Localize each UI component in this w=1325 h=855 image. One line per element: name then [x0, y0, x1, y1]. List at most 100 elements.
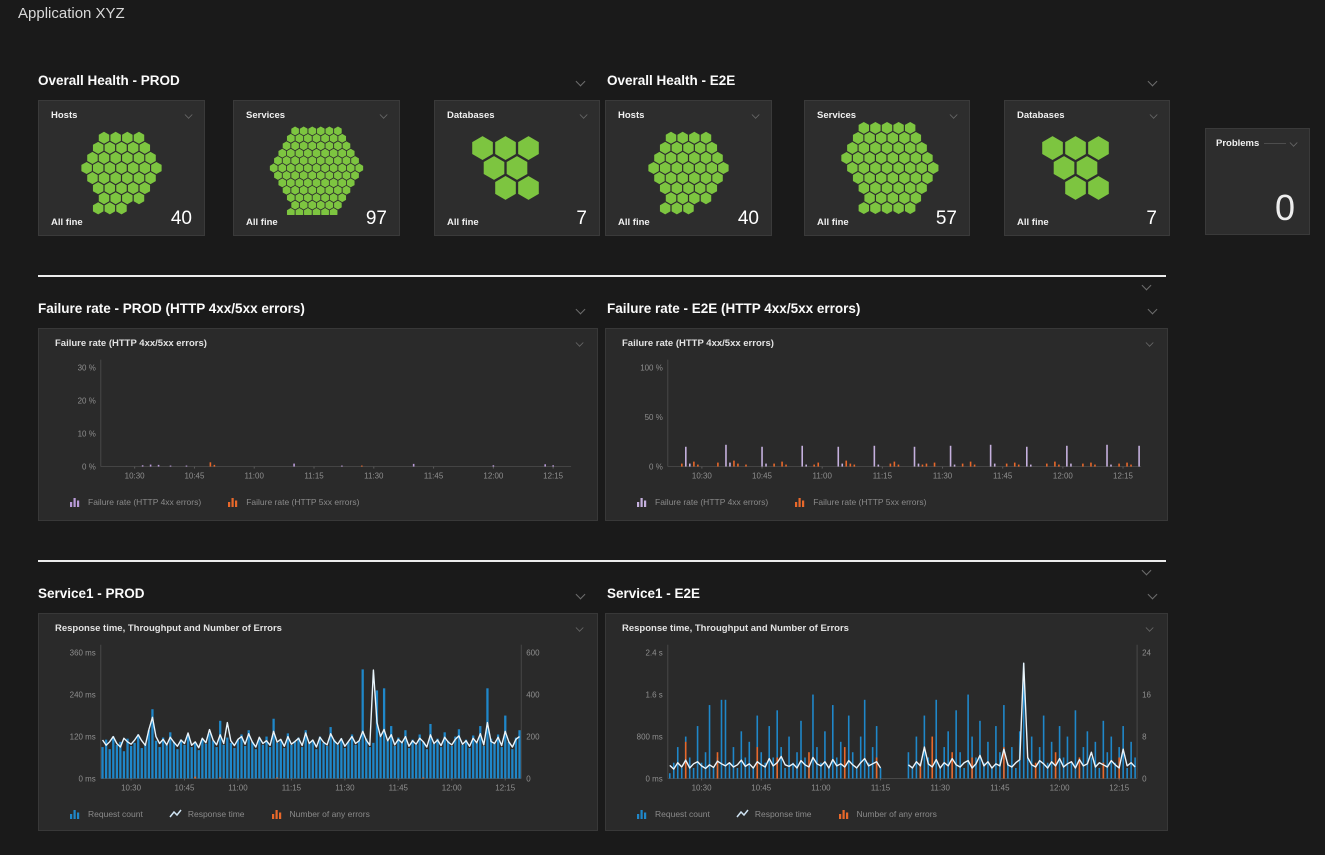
health-tile-hosts-e2e[interactable]: Hosts All fine40: [605, 100, 772, 236]
chevron-down-icon[interactable]: [1148, 78, 1158, 88]
problems-count: 0: [1275, 190, 1295, 226]
tile-title: Problems: [1216, 138, 1259, 149]
tile-status: All fine: [1017, 217, 1049, 228]
tile-title: Services: [817, 110, 856, 121]
bar-series-icon: [838, 808, 851, 820]
section-title-health-e2e: Overall Health - E2E: [607, 73, 735, 88]
bar-series-icon: [636, 808, 649, 820]
chevron-down-icon[interactable]: [1148, 591, 1158, 601]
section-divider: [38, 560, 1166, 562]
svg-text:2.4 s: 2.4 s: [646, 649, 663, 658]
problems-tile[interactable]: Problems 0: [1205, 128, 1310, 235]
tile-title: Databases: [1017, 110, 1065, 121]
svg-text:240 ms: 240 ms: [70, 691, 96, 700]
chevron-down-icon[interactable]: [1146, 625, 1154, 633]
health-tile-databases-prod[interactable]: Databases All fine7: [434, 100, 600, 236]
tile-status: All fine: [618, 217, 650, 228]
chevron-down-icon[interactable]: [580, 112, 588, 120]
svg-text:10:30: 10:30: [125, 471, 146, 480]
chart-legend: Request count Response time Number of any …: [69, 808, 370, 820]
health-tile-services-e2e[interactable]: Services All fine57: [804, 100, 970, 236]
chevron-down-icon[interactable]: [576, 591, 586, 601]
legend-item[interactable]: Failure rate (HTTP 5xx errors): [227, 496, 359, 508]
svg-text:10:45: 10:45: [751, 783, 772, 792]
legend-item[interactable]: Number of any errors: [271, 808, 370, 820]
health-tile-hosts-prod[interactable]: Hosts All fine40: [38, 100, 205, 236]
chevron-down-icon[interactable]: [1290, 140, 1298, 148]
svg-text:12:15: 12:15: [543, 471, 564, 480]
legend-item[interactable]: Response time: [169, 808, 245, 820]
page-title: Application XYZ: [18, 5, 125, 22]
legend-label: Number of any errors: [290, 809, 370, 819]
service-chart-prod: 360 ms240 ms120 ms0 ms600400200010:3010:…: [39, 614, 597, 830]
chart-legend: Request count Response time Number of any …: [636, 808, 937, 820]
legend-label: Response time: [188, 809, 245, 819]
svg-text:10:30: 10:30: [692, 471, 713, 480]
svg-text:10 %: 10 %: [78, 430, 96, 439]
svg-text:11:15: 11:15: [304, 471, 324, 480]
tile-count: 97: [366, 209, 387, 228]
svg-text:50 %: 50 %: [645, 413, 663, 422]
chevron-down-icon[interactable]: [950, 112, 958, 120]
svg-text:120 ms: 120 ms: [70, 733, 96, 742]
svg-text:12:15: 12:15: [495, 783, 516, 792]
section-title-failure-prod: Failure rate - PROD (HTTP 4xx/5xx errors…: [38, 301, 305, 316]
legend-item[interactable]: Request count: [69, 808, 143, 820]
section-title-service-e2e: Service1 - E2E: [607, 586, 700, 601]
tile-count: 40: [171, 209, 192, 228]
legend-item[interactable]: Response time: [736, 808, 812, 820]
chevron-down-icon[interactable]: [380, 112, 388, 120]
tile-count: 7: [1146, 209, 1157, 228]
chevron-down-icon[interactable]: [576, 340, 584, 348]
svg-text:0: 0: [526, 774, 531, 783]
svg-text:11:15: 11:15: [873, 471, 893, 480]
legend-item[interactable]: Failure rate (HTTP 4xx errors): [69, 496, 201, 508]
chevron-down-icon[interactable]: [1142, 282, 1152, 292]
svg-text:11:30: 11:30: [335, 783, 355, 792]
service-chart-e2e: 2.4 s1.6 s800 ms0 ms24168010:3010:4511:0…: [606, 614, 1167, 830]
svg-text:10:45: 10:45: [752, 471, 773, 480]
svg-text:0 %: 0 %: [82, 463, 96, 472]
svg-text:12:00: 12:00: [483, 471, 504, 480]
chevron-down-icon[interactable]: [576, 625, 584, 633]
svg-text:11:45: 11:45: [990, 783, 1010, 792]
chart-title: Response time, Throughput and Number of …: [55, 623, 282, 634]
tile-status: All fine: [246, 217, 278, 228]
health-tile-databases-e2e[interactable]: Databases All fine 7: [1004, 100, 1170, 236]
legend-item[interactable]: Number of any errors: [838, 808, 937, 820]
svg-text:11:15: 11:15: [282, 783, 302, 792]
chevron-down-icon[interactable]: [185, 112, 193, 120]
svg-text:11:00: 11:00: [813, 471, 833, 480]
legend-item[interactable]: Request count: [636, 808, 710, 820]
svg-text:11:00: 11:00: [811, 783, 831, 792]
chart-title: Failure rate (HTTP 4xx/5xx errors): [622, 338, 774, 349]
legend-item[interactable]: Failure rate (HTTP 5xx errors): [794, 496, 926, 508]
legend-label: Failure rate (HTTP 4xx errors): [88, 497, 201, 507]
legend-label: Request count: [88, 809, 143, 819]
chevron-down-icon[interactable]: [576, 78, 586, 88]
chevron-down-icon[interactable]: [576, 306, 586, 316]
svg-text:11:30: 11:30: [364, 471, 384, 480]
svg-text:10:30: 10:30: [692, 783, 713, 792]
chevron-down-icon[interactable]: [1150, 112, 1158, 120]
svg-text:10:45: 10:45: [184, 471, 205, 480]
hexagon-cluster: [606, 121, 771, 215]
hexagon-cluster: [435, 121, 599, 215]
tile-count: 7: [576, 209, 587, 228]
health-tile-services-prod[interactable]: Services All fine97: [233, 100, 400, 236]
svg-text:100 %: 100 %: [640, 364, 663, 373]
hexagon-cluster: [805, 121, 969, 215]
svg-text:10:45: 10:45: [175, 783, 196, 792]
chevron-down-icon[interactable]: [1142, 567, 1152, 577]
chart-panel-failure-prod: Failure rate (HTTP 4xx/5xx errors) 30 %2…: [38, 328, 598, 521]
chevron-down-icon[interactable]: [1146, 340, 1154, 348]
svg-text:16: 16: [1142, 691, 1151, 700]
legend-label: Failure rate (HTTP 5xx errors): [813, 497, 926, 507]
chevron-down-icon[interactable]: [1148, 306, 1158, 316]
hexagon-cluster: [1005, 121, 1169, 215]
tile-count: 40: [738, 209, 759, 228]
legend-label: Request count: [655, 809, 710, 819]
chevron-down-icon[interactable]: [752, 112, 760, 120]
legend-item[interactable]: Failure rate (HTTP 4xx errors): [636, 496, 768, 508]
svg-text:0 %: 0 %: [649, 463, 663, 472]
